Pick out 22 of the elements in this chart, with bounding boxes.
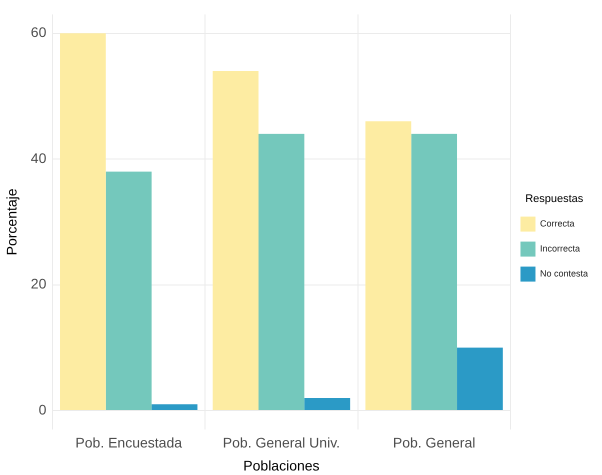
x-tick-label: Pob. General: [392, 434, 476, 451]
x-axis-title: Poblaciones: [243, 457, 320, 474]
legend-label: Incorrecta: [540, 244, 580, 254]
y-tick-label: 20: [30, 276, 47, 292]
bar: [304, 398, 350, 410]
legend-label: No contesta: [540, 268, 588, 279]
bar: [258, 134, 304, 410]
x-tick-label: Pob. General Univ.: [222, 434, 340, 451]
y-axis-title: Porcentaje: [3, 188, 20, 256]
bar: [457, 348, 503, 410]
legend-title: Respuestas: [525, 192, 584, 205]
x-tick-label: Pob. Encuestada: [75, 434, 182, 451]
bar: [365, 121, 412, 410]
bar: [411, 134, 458, 410]
y-tick-label: 60: [30, 24, 47, 40]
bar: [152, 404, 198, 410]
bar: [212, 70, 259, 410]
y-tick-label: 0: [38, 401, 47, 418]
bar: [106, 172, 152, 410]
legend-label: Correcta: [540, 218, 574, 229]
y-tick-label: 40: [30, 150, 47, 166]
bar: [60, 33, 106, 410]
